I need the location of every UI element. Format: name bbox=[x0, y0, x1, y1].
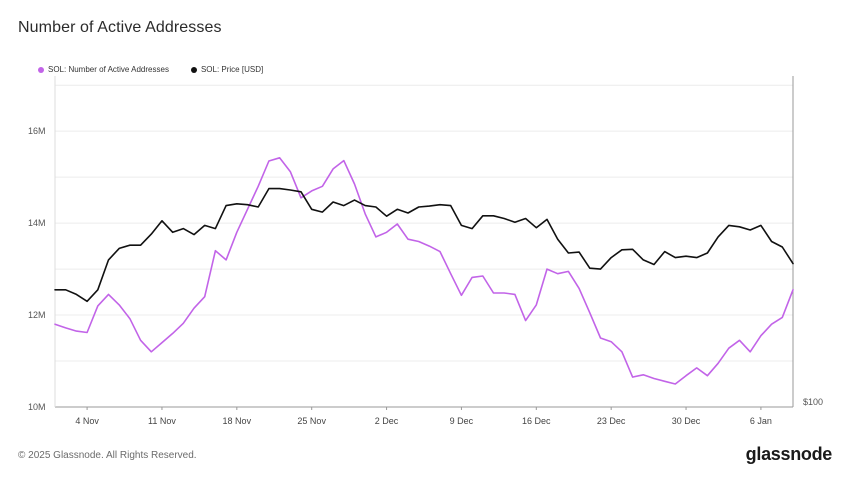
legend-item-price[interactable]: SOL: Price [USD] bbox=[190, 65, 264, 74]
x-tick-label: 30 Dec bbox=[672, 416, 701, 426]
x-tick-label: 16 Dec bbox=[522, 416, 551, 426]
legend-swatch-price bbox=[190, 66, 197, 73]
series-line-active-addresses[interactable] bbox=[54, 157, 794, 385]
x-tick-label: 6 Jan bbox=[750, 416, 772, 426]
series-line-price[interactable] bbox=[54, 187, 794, 303]
legend-label-price: SOL: Price [USD] bbox=[200, 65, 264, 74]
axes bbox=[54, 76, 794, 410]
x-tick-label: 25 Nov bbox=[297, 416, 326, 426]
chart-legend: SOL: Number of Active Addresses SOL: Pri… bbox=[38, 65, 263, 74]
y-tick-label: 16M bbox=[28, 126, 46, 136]
x-tick-label: 18 Nov bbox=[223, 416, 252, 426]
series-lines bbox=[54, 157, 794, 385]
legend-item-addresses[interactable]: SOL: Number of Active Addresses bbox=[38, 65, 169, 74]
copyright-text: © 2025 Glassnode. All Rights Reserved. bbox=[18, 450, 197, 461]
glassnode-logo[interactable]: glassnode bbox=[745, 444, 833, 464]
x-tick-label: 11 Nov bbox=[148, 416, 176, 426]
chart-title: Number of Active Addresses bbox=[18, 19, 222, 36]
x-tick-label: 23 Dec bbox=[597, 416, 626, 426]
x-tick-label: 2 Dec bbox=[375, 416, 399, 426]
y-tick-label: 14M bbox=[28, 218, 46, 228]
legend-swatch-addresses bbox=[38, 66, 44, 73]
x-tick-label: 9 Dec bbox=[450, 416, 474, 426]
grid-lines bbox=[55, 84, 793, 362]
y-right-tick-label: $100 bbox=[803, 397, 823, 407]
tick-labels: 10M 12M 14M 16M $100 4 Nov 11 Nov 18 Nov 25 Nov 2… bbox=[28, 126, 823, 426]
x-tick-label: 4 Nov bbox=[75, 416, 99, 426]
y-tick-label: 12M bbox=[28, 310, 46, 320]
y-tick-label: 10M bbox=[28, 402, 46, 412]
legend-label-addresses: SOL: Number of Active Addresses bbox=[48, 65, 169, 74]
